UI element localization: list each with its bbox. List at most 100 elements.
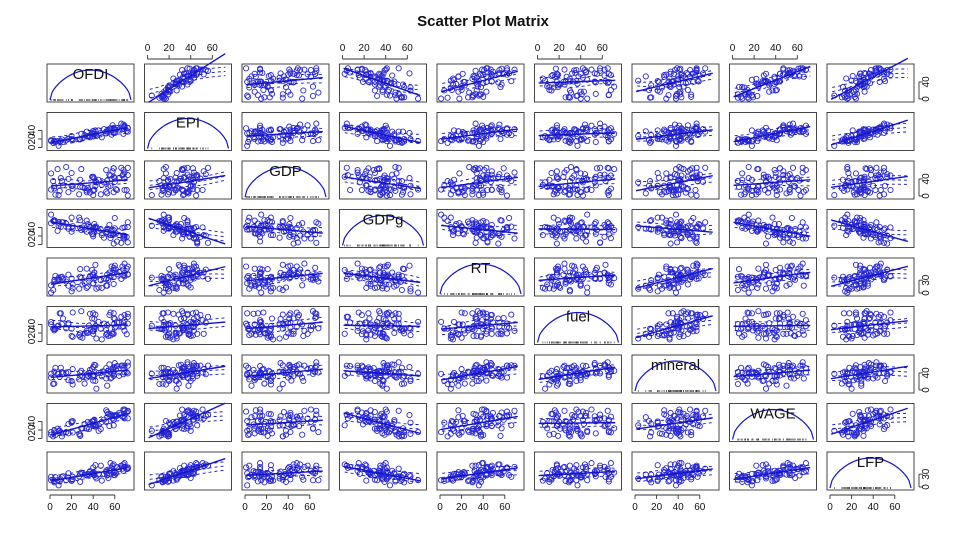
data-point	[694, 193, 699, 198]
panel-fuel-lfp	[827, 307, 914, 345]
data-point	[79, 309, 84, 314]
data-point	[832, 223, 837, 228]
data-point	[364, 337, 369, 342]
data-point	[593, 91, 598, 96]
data-point	[844, 76, 849, 81]
data-point	[636, 78, 641, 83]
data-point	[53, 192, 58, 197]
data-point	[439, 371, 444, 376]
data-point	[249, 383, 254, 388]
data-point	[767, 89, 772, 94]
data-point	[171, 311, 176, 316]
data-point	[287, 312, 292, 317]
data-point	[507, 215, 512, 220]
panel-fuel-gdpg	[340, 307, 427, 345]
panel-gdp-gdpg	[340, 161, 427, 199]
panel-fuel-mineral	[632, 307, 719, 345]
data-point	[104, 189, 109, 194]
data-point	[456, 383, 461, 388]
data-point	[777, 166, 782, 171]
data-point	[474, 235, 479, 240]
data-point	[94, 386, 99, 391]
data-point	[69, 215, 74, 220]
data-point	[201, 331, 206, 336]
data-point	[244, 126, 249, 131]
data-point	[112, 215, 117, 220]
data-point	[77, 377, 82, 382]
data-point	[280, 381, 285, 386]
data-point	[149, 193, 154, 198]
panel-mineral-gdpg	[340, 355, 427, 393]
panel-gdp-epi	[145, 161, 232, 199]
data-point	[562, 67, 567, 72]
data-point	[594, 166, 599, 171]
panel-rt-ofdi	[47, 258, 134, 296]
panel-ofdi-gdpg	[340, 64, 427, 102]
panel-mineral-fuel	[535, 355, 622, 393]
data-point	[664, 171, 669, 176]
data-point	[161, 290, 166, 295]
data-point	[301, 333, 306, 338]
panel-epi-gdp	[242, 113, 329, 151]
data-point	[107, 362, 112, 367]
panel-gdpg-gdpg: GDPg	[340, 210, 427, 248]
data-point	[874, 225, 879, 230]
data-point	[313, 265, 318, 270]
data-point	[685, 316, 690, 321]
data-point	[770, 215, 775, 220]
data-point	[790, 240, 795, 245]
data-point	[553, 66, 558, 71]
data-point	[78, 267, 83, 272]
regression-line	[831, 120, 908, 145]
data-point	[99, 337, 104, 342]
data-point	[608, 87, 613, 92]
data-point	[881, 240, 886, 245]
data-point	[562, 266, 567, 271]
panel-ofdi-rt	[437, 64, 524, 102]
data-point	[261, 310, 266, 315]
data-point	[801, 283, 806, 288]
data-point	[498, 136, 503, 141]
data-point	[777, 187, 782, 192]
data-point	[259, 290, 264, 295]
diag-label-mineral: mineral	[651, 357, 700, 374]
data-point	[244, 264, 249, 269]
data-point	[439, 212, 444, 217]
data-point	[484, 378, 489, 383]
data-point	[344, 165, 349, 170]
data-point	[540, 233, 545, 238]
data-point	[416, 96, 421, 101]
diag-label-rt: RT	[471, 260, 491, 277]
panel-gdpg-fuel	[535, 210, 622, 248]
data-point	[269, 316, 274, 321]
data-point	[636, 180, 641, 185]
data-point	[756, 266, 761, 271]
data-point	[888, 310, 893, 315]
data-point	[359, 187, 364, 192]
panel-gdp-wage	[730, 161, 817, 199]
panel-gdp-gdp: GDP	[242, 161, 329, 199]
data-point	[160, 381, 165, 386]
data-point	[612, 167, 617, 172]
data-point	[459, 335, 464, 340]
data-point	[70, 382, 75, 387]
data-point	[489, 331, 494, 336]
data-point	[98, 192, 103, 197]
panel-gdp-rt	[437, 161, 524, 199]
data-point	[484, 89, 489, 94]
data-point	[746, 290, 751, 295]
data-point	[277, 386, 282, 391]
data-point	[743, 316, 748, 321]
panel-gdpg-ofdi	[47, 210, 134, 248]
data-point	[302, 363, 307, 368]
data-point	[300, 96, 305, 101]
data-point	[84, 266, 89, 271]
data-point	[501, 315, 506, 320]
data-point	[584, 239, 589, 244]
data-point	[277, 286, 282, 291]
spread-upper-line	[345, 320, 421, 323]
data-point	[603, 262, 608, 267]
data-point	[55, 228, 60, 233]
